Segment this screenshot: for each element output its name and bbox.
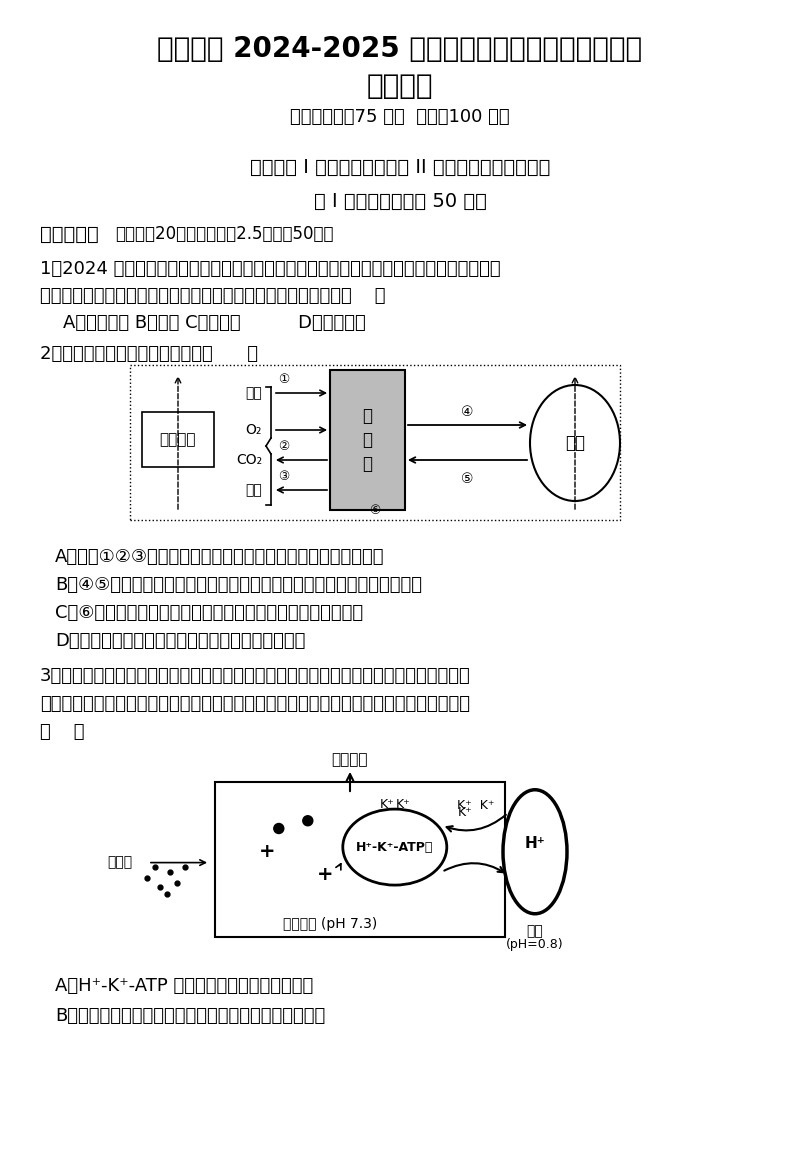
- Bar: [215, 782, 505, 937]
- Text: CO₂: CO₂: [236, 453, 262, 467]
- Text: 3．将某种贴剂贴在患儿肚脐处可有效缓解小儿腹泻腹痛。如图所示，贴剂中的丁香酚经扩: 3．将某种贴剂贴在患儿肚脐处可有效缓解小儿腹泻腹痛。如图所示，贴剂中的丁香酚经扩: [40, 667, 470, 685]
- Text: 散最终进入胃壁细胞，刺激胃蛋白酶和胃酸分泌，进而促进食物的消化。下列叙述正确的是: 散最终进入胃壁细胞，刺激胃蛋白酶和胃酸分泌，进而促进食物的消化。下列叙述正确的是: [40, 696, 470, 713]
- Text: （本题共20小题，每小题2.5分，共50分）: （本题共20小题，每小题2.5分，共50分）: [115, 225, 334, 244]
- Text: 胃腔: 胃腔: [526, 924, 543, 938]
- Text: A．图示①②③过程需要消化、呼吸、泌尿等系统的参与才能完成: A．图示①②③过程需要消化、呼吸、泌尿等系统的参与才能完成: [55, 548, 385, 566]
- Text: 2．下列关于图的说法不正确的是（      ）: 2．下列关于图的说法不正确的是（ ）: [40, 345, 258, 363]
- Ellipse shape: [342, 809, 446, 885]
- Text: 1．2024 年巴黎奥运会，我国游泳队运动员取得了骄人的成绩。在运动员的训练和比赛期间: 1．2024 年巴黎奥运会，我国游泳队运动员取得了骄人的成绩。在运动员的训练和比…: [40, 260, 501, 278]
- Text: 食物: 食物: [246, 386, 262, 400]
- Circle shape: [274, 823, 284, 834]
- Text: 厦泉五校 2024-2025 学年高二年级第一学期期中联考: 厦泉五校 2024-2025 学年高二年级第一学期期中联考: [158, 35, 642, 63]
- Text: A．肾上腺素 B．血糖 C．呼吸酶          D．甘油三酯: A．肾上腺素 B．血糖 C．呼吸酶 D．甘油三酯: [40, 314, 366, 333]
- Text: +: +: [317, 865, 334, 884]
- Text: B．胃蛋白酶在胃壁细胞内合成后可通过胞吐进入内环境: B．胃蛋白酶在胃壁细胞内合成后可通过胞吐进入内环境: [55, 1007, 326, 1025]
- Text: K⁺: K⁺: [395, 797, 410, 810]
- Text: D．图示的内环境通常是由血液、组织液与淋巴组成: D．图示的内环境通常是由血液、组织液与淋巴组成: [55, 632, 306, 650]
- Text: +: +: [259, 842, 275, 861]
- Text: ⑤: ⑤: [462, 472, 474, 486]
- Text: （考试时间：75 分钟  满分：100 分）: （考试时间：75 分钟 满分：100 分）: [290, 108, 510, 126]
- Text: 内
环
境: 内 环 境: [362, 408, 373, 473]
- Bar: [330, 370, 405, 511]
- Text: ⑥: ⑥: [370, 504, 381, 518]
- Text: K⁺: K⁺: [458, 807, 472, 820]
- Text: ②: ②: [278, 440, 290, 453]
- Text: (pH=0.8): (pH=0.8): [506, 938, 564, 951]
- Text: 需要监测一些相关指标，下列指标中不属于内环境组成成分的是（    ）: 需要监测一些相关指标，下列指标中不属于内环境组成成分的是（ ）: [40, 287, 386, 304]
- Text: 试卷分第 I 卷（选择题）和第 II 卷（非选择题）两部分: 试卷分第 I 卷（选择题）和第 II 卷（非选择题）两部分: [250, 158, 550, 177]
- Ellipse shape: [503, 789, 567, 913]
- Circle shape: [302, 816, 313, 826]
- Text: ④: ④: [462, 405, 474, 419]
- Text: ③: ③: [278, 470, 290, 482]
- Text: （    ）: （ ）: [40, 723, 85, 741]
- Text: 第 I 卷（选择题，共 50 分）: 第 I 卷（选择题，共 50 分）: [314, 192, 486, 211]
- Text: 丁香酚: 丁香酚: [107, 856, 133, 870]
- Text: 废物: 废物: [246, 482, 262, 497]
- Text: H⁺-K⁺-ATP酶: H⁺-K⁺-ATP酶: [356, 841, 434, 854]
- Text: 外界环境: 外界环境: [160, 432, 196, 447]
- Text: K⁺: K⁺: [379, 797, 394, 810]
- Text: 一、单选题: 一、单选题: [40, 225, 98, 244]
- Ellipse shape: [530, 385, 620, 501]
- Text: B．④⑤可分别表示细胞所需要的氧气、养料和代谢产生的二氧化碳等废物: B．④⑤可分别表示细胞所需要的氧气、养料和代谢产生的二氧化碳等废物: [55, 576, 422, 594]
- Text: H⁺: H⁺: [525, 836, 546, 851]
- Bar: [142, 412, 214, 467]
- Text: 胃蛋白酶: 胃蛋白酶: [332, 752, 368, 767]
- Bar: [130, 365, 620, 520]
- Text: 生物试题: 生物试题: [366, 71, 434, 100]
- Text: K⁺  K⁺: K⁺ K⁺: [457, 799, 494, 812]
- Text: 胃壁细胞 (pH 7.3): 胃壁细胞 (pH 7.3): [283, 917, 377, 931]
- Text: O₂: O₂: [246, 423, 262, 437]
- Text: 细胞: 细胞: [565, 434, 585, 452]
- Text: A．H⁺-K⁺-ATP 酶是介导易化扩散的载体蛋白: A．H⁺-K⁺-ATP 酶是介导易化扩散的载体蛋白: [55, 977, 314, 995]
- Text: C．⑥表示有少数细胞可以与外界环境进行部分物质的直接交换: C．⑥表示有少数细胞可以与外界环境进行部分物质的直接交换: [55, 604, 363, 622]
- Text: ①: ①: [278, 374, 290, 386]
